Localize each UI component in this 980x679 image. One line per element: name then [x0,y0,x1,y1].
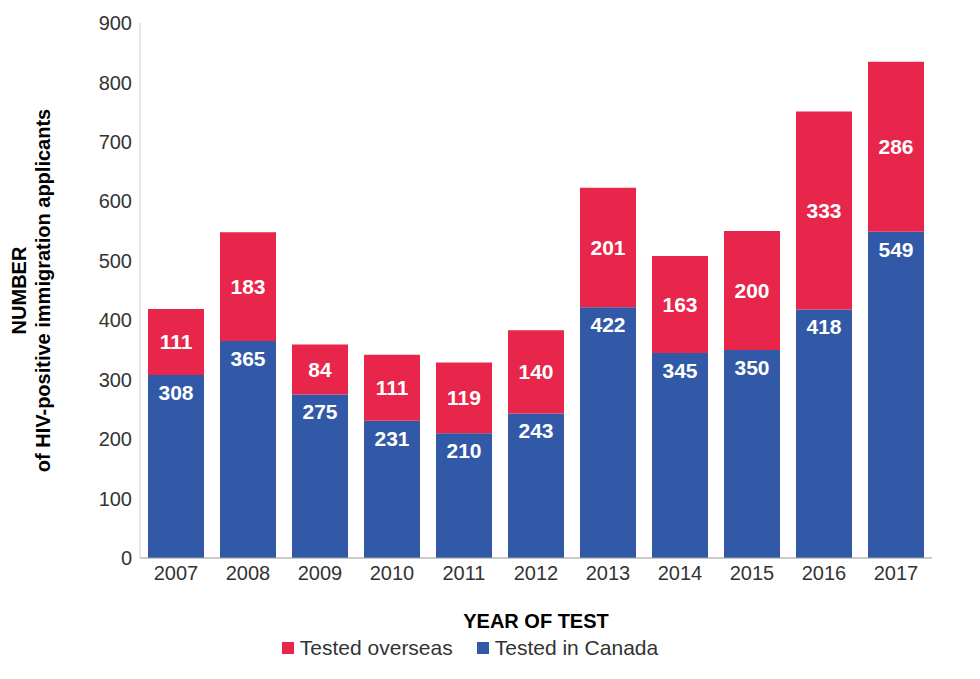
svg-text:549: 549 [878,238,913,261]
svg-text:2015: 2015 [730,562,775,584]
svg-text:2010: 2010 [370,562,415,584]
html-text:Tested overseas: Tested overseas [299,636,453,659]
svg-text:2007: 2007 [154,562,199,584]
svg-text:200: 200 [734,279,769,302]
svg-text:500: 500 [99,250,132,272]
svg-text:2017: 2017 [874,562,919,584]
svg-text:365: 365 [230,347,265,370]
svg-text:2008: 2008 [226,562,271,584]
svg-text:350: 350 [734,356,769,379]
svg-text:119: 119 [447,386,481,409]
svg-text:333: 333 [806,199,841,222]
svg-text:0: 0 [121,547,132,569]
svg-text:243: 243 [518,419,553,442]
svg-text:700: 700 [99,131,132,153]
svg-text:200: 200 [99,428,132,450]
svg-text:418: 418 [806,315,841,338]
svg-text:2011: 2011 [442,562,485,584]
svg-text:2016: 2016 [802,562,847,584]
svg-text:2014: 2014 [658,562,703,584]
svg-text:275: 275 [302,400,337,423]
svg-text:422: 422 [590,313,625,336]
svg-text:NUMBERof HIV-positive immigrat: NUMBERof HIV-positive immigration applic… [8,109,54,472]
svg-text:2009: 2009 [298,562,343,584]
svg-text:345: 345 [662,359,697,382]
svg-text:308: 308 [158,381,193,404]
svg-text:84: 84 [308,358,332,381]
svg-text:400: 400 [99,309,132,331]
svg-text:600: 600 [99,190,132,212]
svg-text:800: 800 [99,72,132,94]
svg-text:2012: 2012 [514,562,559,584]
html-text:Tested in Canada: Tested in Canada [494,636,659,659]
svg-text:111: 111 [160,330,193,353]
svg-text:286: 286 [878,135,913,158]
svg-text:183: 183 [230,275,265,298]
svg-text:231: 231 [374,427,409,450]
svg-text:YEAR OF TEST: YEAR OF TEST [463,610,609,632]
svg-text:163: 163 [662,293,697,316]
svg-text:201: 201 [590,236,625,259]
svg-text:2013: 2013 [586,562,631,584]
svg-text:140: 140 [518,360,553,383]
svg-text:111: 111 [376,376,409,399]
svg-text:210: 210 [446,439,481,462]
svg-text:300: 300 [99,369,132,391]
svg-text:100: 100 [99,488,132,510]
svg-text:900: 900 [99,12,132,34]
